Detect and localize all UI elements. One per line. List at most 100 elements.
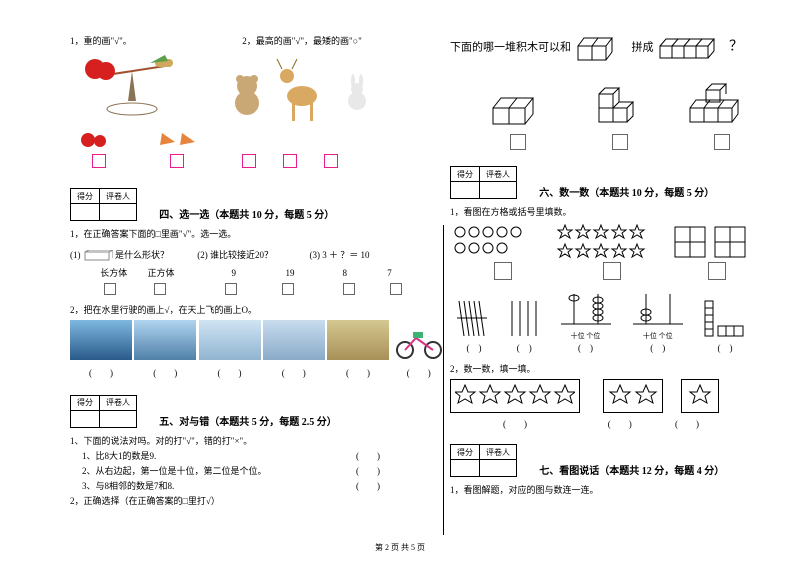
paren-stars3[interactable]: ( ) xyxy=(660,417,715,430)
balance-figure xyxy=(70,51,220,126)
checkbox-q2-a[interactable] xyxy=(242,154,256,168)
score-label: 得分 xyxy=(71,189,100,204)
checkbox-row-1 xyxy=(70,154,440,168)
cb-cube2[interactable] xyxy=(612,134,628,150)
star-box-1 xyxy=(450,379,580,413)
left-column: 1，重的画"√"。 2，最高的画"√"，最矮的画"○" xyxy=(70,30,440,509)
s5-q1-1: 1、比8大1的数是9. ( ) xyxy=(70,449,440,462)
s5-q1-3-text: 3、与8相邻的数是7和8. xyxy=(82,481,174,491)
section-4: 得分评卷人 四、选一选（本题共 10 分，每题 5 分） xyxy=(70,188,440,221)
grid-count-box[interactable] xyxy=(708,262,726,280)
abacus1: 十位 个位 ( ) xyxy=(551,286,621,354)
checkbox-q1-a[interactable] xyxy=(92,154,106,168)
balance-icon xyxy=(70,51,190,126)
cb-cube3[interactable] xyxy=(714,134,730,150)
paren-s5-3[interactable]: ( ) xyxy=(356,479,380,492)
cb-cube[interactable] xyxy=(154,283,166,295)
q1-q2-images xyxy=(70,51,440,126)
checkbox-q1-b[interactable] xyxy=(170,154,184,168)
paren-6[interactable]: ( ) xyxy=(391,366,446,379)
helicopter-img xyxy=(263,320,325,360)
abacus1-label: 十位 个位 xyxy=(551,331,621,341)
page-footer: 第 2 页 共 5 页 xyxy=(0,542,800,553)
s5-q1-2: 2、从右边起，第一位是十位，第二位是个位。 ( ) xyxy=(70,464,440,477)
column-divider xyxy=(443,225,444,535)
vehicle-row xyxy=(70,320,440,362)
paren-abacus2[interactable]: ( ) xyxy=(623,341,693,354)
paren-2[interactable]: ( ) xyxy=(134,366,196,379)
score-box-4: 得分评卷人 xyxy=(70,188,137,221)
grader-label: 评卷人 xyxy=(100,189,137,204)
stars-group xyxy=(557,222,667,280)
s5-q1-3: 3、与8相邻的数是7和8. ( ) xyxy=(70,479,440,492)
section-5-title: 五、对与错（本题共 5 分，每题 2.5 分） xyxy=(159,413,337,428)
s5-q1-2-text: 2、从右边起，第一位是十位，第二位是个位。 xyxy=(82,466,267,476)
cube-opt-2 xyxy=(570,80,670,130)
cubes-question-text: 下面的哪一堆积木可以和 拼成 ？ xyxy=(450,34,790,62)
paren-stars2[interactable]: ( ) xyxy=(582,417,657,430)
animals-icon xyxy=(222,51,392,126)
grader-label-6: 评卷人 xyxy=(480,167,517,182)
score-label-5: 得分 xyxy=(71,395,100,410)
paren-sticks1[interactable]: ( ) xyxy=(450,341,498,354)
section-6: 得分评卷人 六、数一数（本题共 10 分，每题 5 分） xyxy=(450,166,790,199)
cube-target2-icon xyxy=(656,34,726,62)
exam-page: 1，重的画"√"。 2，最高的画"√"，最矮的画"○" xyxy=(0,0,800,565)
paren-5[interactable]: ( ) xyxy=(327,366,389,379)
paren-s5-1[interactable]: ( ) xyxy=(356,449,380,462)
score-box-5: 得分评卷人 xyxy=(70,395,137,428)
star-box-parens: ( ) ( ) ( ) xyxy=(450,417,790,430)
paren-1[interactable]: ( ) xyxy=(70,366,132,379)
count-row1 xyxy=(450,222,790,280)
s4-q1: 1，在正确答案下面的□里画"√"。选一选。 xyxy=(70,227,440,240)
right-column: 下面的哪一堆积木可以和 拼成 ？ 得分评卷人 xyxy=(450,30,790,498)
ship2-img xyxy=(134,320,196,360)
star-box-2 xyxy=(603,379,663,413)
paren-abacus1[interactable]: ( ) xyxy=(551,341,621,354)
cb-cuboid[interactable] xyxy=(104,283,116,295)
paren-sticks2[interactable]: ( ) xyxy=(500,341,548,354)
star-count-box[interactable] xyxy=(603,262,621,280)
section-6-title: 六、数一数（本题共 10 分，每题 5 分） xyxy=(539,184,714,199)
cubes-q-part1: 下面的哪一堆积木可以和 xyxy=(450,42,571,54)
cb-8[interactable] xyxy=(343,283,355,295)
paren-s5-2[interactable]: ( ) xyxy=(356,464,380,477)
paren-stars1[interactable]: ( ) xyxy=(450,417,580,430)
s5-q1: 1、下面的说法对吗。对的打"√"，错的打"×"。 xyxy=(70,434,440,447)
cb-19[interactable] xyxy=(282,283,294,295)
score-box-7: 得分评卷人 xyxy=(450,444,517,477)
q2-text: 2，最高的画"√"，最矮的画"○" xyxy=(242,36,362,46)
s5-q2: 2，正确选择（在正确答案的□里打√） xyxy=(70,494,440,507)
section-7: 得分评卷人 七、看图说话（本题共 12 分，每题 4 分） xyxy=(450,444,790,477)
cube-options xyxy=(450,80,790,130)
grid-group xyxy=(670,222,765,280)
abacus2-label: 十位 个位 xyxy=(623,331,693,341)
grader-label-5: 评卷人 xyxy=(100,395,137,410)
q1-choice-images xyxy=(70,130,440,150)
score-label-6: 得分 xyxy=(451,167,480,182)
score-label-7: 得分 xyxy=(451,445,480,460)
q1-1-num: (1) xyxy=(70,250,81,260)
opt-cuboid: 长方体 xyxy=(100,266,145,279)
cubes-q-part2: 拼成 xyxy=(632,42,654,54)
animals-figure xyxy=(222,51,402,126)
cube-opt-3 xyxy=(672,80,772,130)
star-boxes-row xyxy=(450,379,790,413)
opt-8: 8 xyxy=(322,268,367,278)
paren-blocks[interactable]: ( ) xyxy=(695,341,755,354)
checkbox-q2-c[interactable] xyxy=(324,154,338,168)
blocks-group: ( ) xyxy=(695,296,755,354)
cb-9[interactable] xyxy=(225,283,237,295)
paren-3[interactable]: ( ) xyxy=(199,366,261,379)
cb-cube1[interactable] xyxy=(510,134,526,150)
cube-opt-checkboxes xyxy=(450,134,790,150)
apple-count-box[interactable] xyxy=(494,262,512,280)
cube-opt-1 xyxy=(468,80,568,130)
paren-4[interactable]: ( ) xyxy=(263,366,325,379)
cube-target1-icon xyxy=(574,34,629,62)
opt-7: 7 xyxy=(370,268,410,278)
checkbox-q2-b[interactable] xyxy=(283,154,297,168)
plane-img xyxy=(199,320,261,360)
s4-q2: 2，把在水里行驶的画上√，在天上飞的画上O。 xyxy=(70,303,440,316)
cb-7[interactable] xyxy=(390,283,402,295)
